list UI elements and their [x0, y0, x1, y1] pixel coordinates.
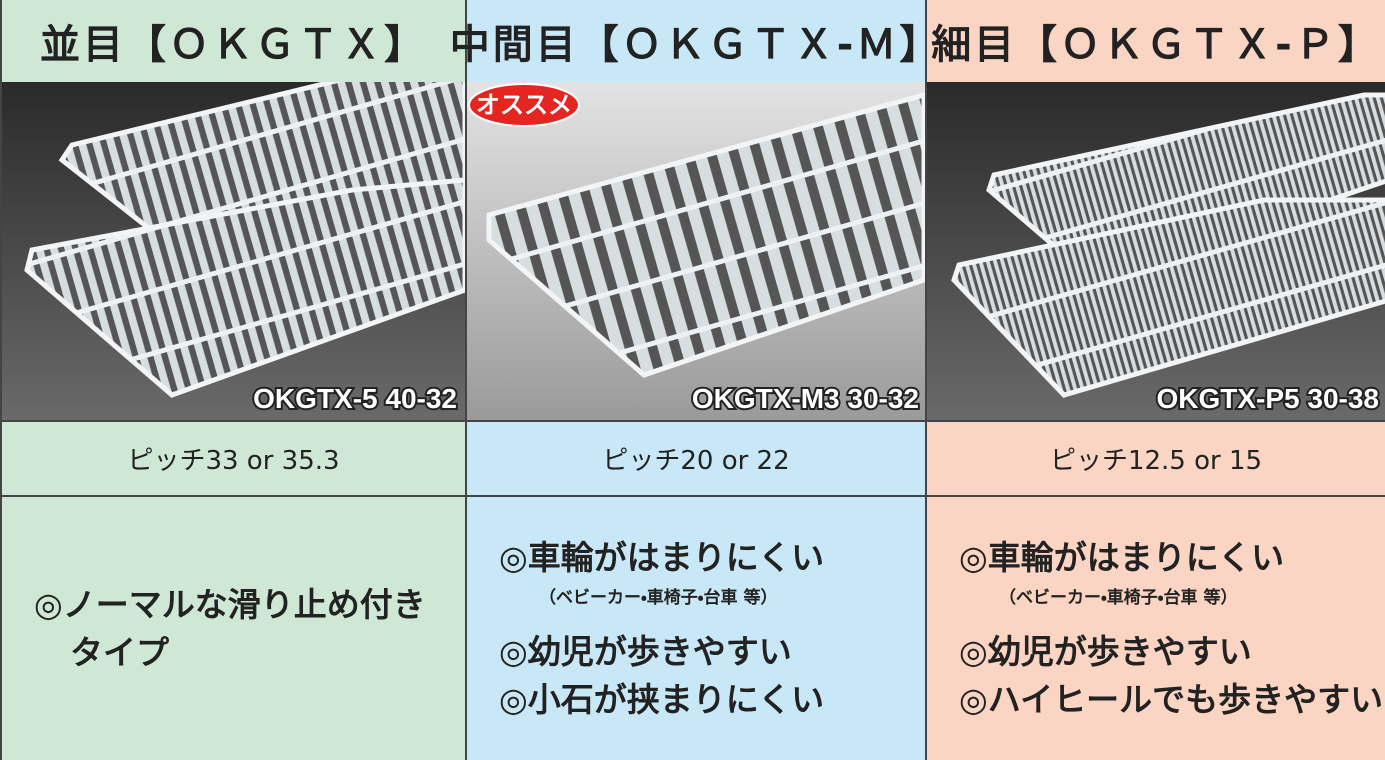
grating-plate [951, 197, 1385, 398]
column-title: 細目【ＯＫＧＴＸ-Ｐ】 [931, 22, 1381, 68]
grating-photo: OKGTX-P5 30-38 [927, 82, 1385, 420]
features: ◎ノーマルな滑り止め付きタイプ [2, 497, 465, 760]
feature: ◎小石が挟まりにくい [499, 679, 825, 719]
feature: ◎ノーマルな滑り止め付き [34, 584, 426, 624]
recommend-badge: オススメ [468, 83, 580, 127]
grating-plate [486, 92, 925, 378]
column-title: 中間目【ＯＫＧＴＸ-Ｍ】 [449, 22, 943, 68]
feature-note: （ベビーカー・車椅子・台車 等） [999, 587, 1238, 608]
column: 細目【ＯＫＧＴＸ-Ｐ】 OKGTX-P5 30-38 ピッチ12.5 or 15 ◎車… [925, 0, 1385, 760]
grating-photo: OKGTX-M3 30-32 [467, 82, 925, 420]
feature: ◎車輪がはまりにくい [499, 537, 825, 577]
column: 並目【ＯＫＧＴＸ】 OKGTX-5 40-32 ピッチ33 or 35.3 ◎ノーマル… [2, 0, 465, 760]
grating-plate [24, 177, 465, 398]
feature: ◎車輪がはまりにくい [959, 537, 1285, 577]
grating-plate [986, 92, 1385, 283]
badge-text: オススメ [476, 91, 572, 119]
badge-shape [468, 83, 580, 127]
column: 中間目【ＯＫＧＴＸ-Ｍ】 OKGTX-M3 30-32 オススメピッチ20 or 2… [449, 0, 943, 760]
feature: ◎ハイヒールでも歩きやすい [959, 679, 1384, 719]
grating-photo: OKGTX-5 40-32 [2, 82, 465, 420]
model-label: OKGTX-5 40-32 [253, 383, 457, 414]
feature: ◎幼児が歩きやすい [959, 631, 1252, 671]
model-label: OKGTX-P5 30-38 [1156, 383, 1379, 414]
pitch: ピッチ12.5 or 15 [927, 420, 1385, 497]
feature: タイプ [70, 632, 169, 672]
model-label: OKGTX-M3 30-32 [692, 383, 919, 414]
feature-note: （ベビーカー・車椅子・台車 等） [539, 587, 778, 608]
pitch: ピッチ20 or 22 [467, 420, 925, 497]
product-image: OKGTX-P5 30-38 [927, 82, 1385, 420]
column-title: 並目【ＯＫＧＴＸ】 [40, 22, 427, 68]
product-image: OKGTX-M3 30-32 オススメ [467, 82, 925, 420]
pitch: ピッチ33 or 35.3 [2, 420, 465, 497]
features: ◎車輪がはまりにくい （ベビーカー・車椅子・台車 等） ◎幼児が歩きやすい ◎ハイヒー… [927, 497, 1385, 760]
feature: ◎幼児が歩きやすい [499, 631, 792, 671]
product-image: OKGTX-5 40-32 [2, 82, 465, 420]
features: ◎車輪がはまりにくい （ベビーカー・車椅子・台車 等） ◎幼児が歩きやすい ◎小石が挟… [467, 497, 925, 760]
